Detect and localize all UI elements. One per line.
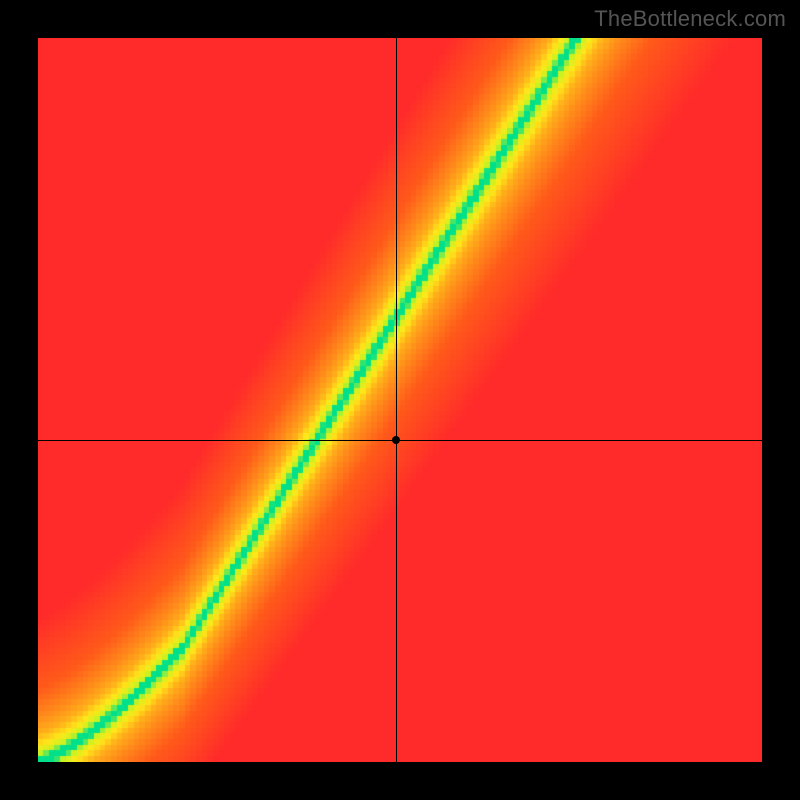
- watermark-text: TheBottleneck.com: [594, 6, 786, 32]
- heatmap-canvas: [38, 38, 762, 762]
- plot-area: [38, 38, 762, 762]
- chart-container: TheBottleneck.com: [0, 0, 800, 800]
- crosshair-vertical: [396, 38, 397, 762]
- crosshair-dot: [392, 436, 400, 444]
